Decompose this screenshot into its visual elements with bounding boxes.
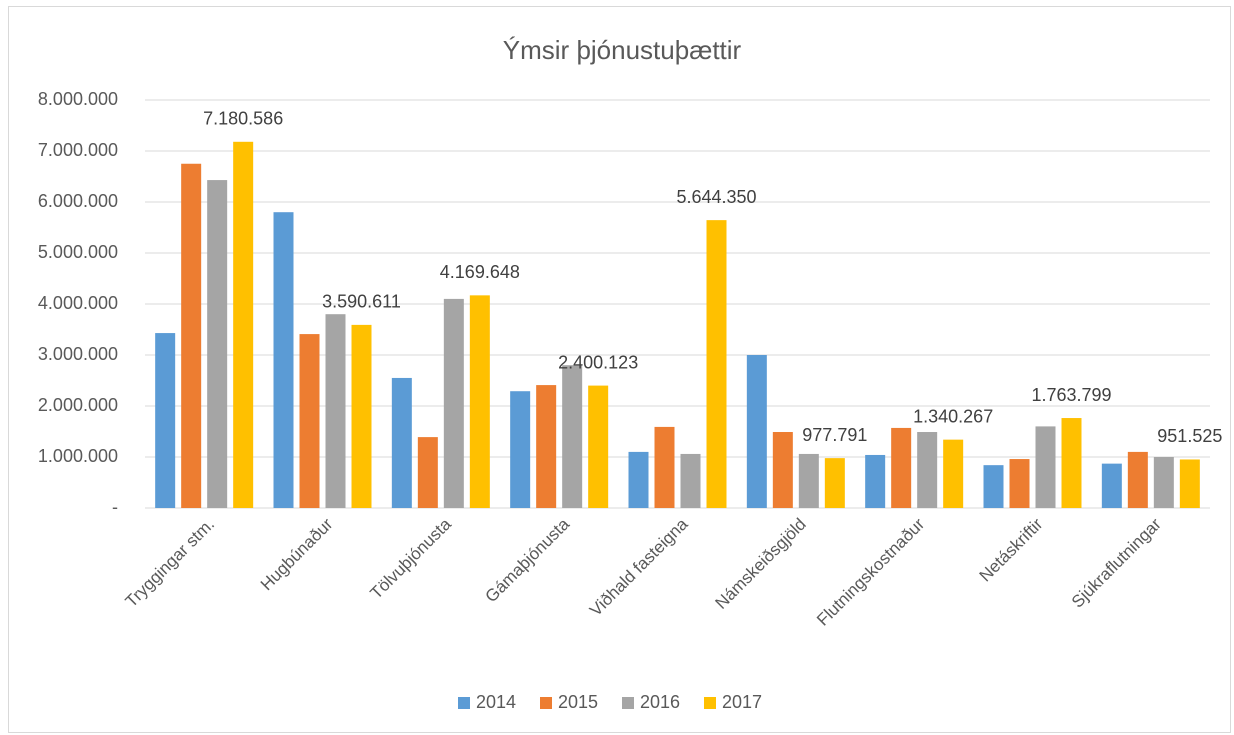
bar bbox=[325, 314, 346, 508]
bar bbox=[1061, 418, 1082, 508]
data-label: 1.763.799 bbox=[1031, 385, 1111, 405]
y-tick-label: 7.000.000 bbox=[38, 140, 118, 160]
bar bbox=[181, 163, 202, 508]
y-tick-label: 6.000.000 bbox=[38, 191, 118, 211]
bar bbox=[351, 324, 372, 508]
data-label: 5.644.350 bbox=[676, 187, 756, 207]
bar bbox=[1153, 457, 1174, 508]
y-tick-label: 4.000.000 bbox=[38, 293, 118, 313]
legend-swatch bbox=[458, 697, 470, 709]
bar bbox=[680, 453, 701, 508]
bar bbox=[207, 180, 228, 508]
y-tick-label: 5.000.000 bbox=[38, 242, 118, 262]
legend-label: 2016 bbox=[640, 692, 680, 712]
bar bbox=[233, 141, 254, 509]
bar bbox=[417, 437, 438, 508]
bar bbox=[443, 298, 464, 508]
bar bbox=[891, 427, 912, 508]
data-label: 7.180.586 bbox=[203, 109, 283, 129]
bar bbox=[536, 385, 557, 508]
y-tick-label: - bbox=[112, 497, 118, 517]
bar bbox=[706, 220, 727, 508]
bar bbox=[273, 212, 294, 508]
legend-label: 2017 bbox=[722, 692, 762, 712]
bar bbox=[917, 432, 938, 508]
bar bbox=[469, 295, 490, 508]
legend-swatch bbox=[704, 697, 716, 709]
bar bbox=[824, 458, 845, 508]
bar bbox=[628, 451, 649, 508]
bar bbox=[1179, 459, 1200, 508]
bar bbox=[983, 465, 1004, 508]
bar bbox=[155, 333, 176, 508]
y-tick-label: 8.000.000 bbox=[38, 89, 118, 109]
data-label: 3.590.611 bbox=[322, 292, 401, 312]
data-label: 977.791 bbox=[802, 425, 867, 445]
bar bbox=[772, 432, 793, 508]
y-tick-label: 1.000.000 bbox=[38, 446, 118, 466]
bar bbox=[865, 454, 886, 508]
data-label: 951.525 bbox=[1157, 426, 1222, 446]
y-tick-label: 3.000.000 bbox=[38, 344, 118, 364]
legend-swatch bbox=[622, 697, 634, 709]
bar bbox=[510, 391, 531, 508]
bar bbox=[654, 426, 675, 508]
bar bbox=[943, 439, 964, 508]
bar bbox=[1127, 451, 1148, 508]
bar bbox=[1101, 463, 1122, 508]
y-tick-label: 2.000.000 bbox=[38, 395, 118, 415]
data-label: 1.340.267 bbox=[913, 406, 993, 426]
chart-title: Ýmsir þjónustuþættir bbox=[503, 35, 742, 65]
bar bbox=[391, 377, 412, 508]
bar bbox=[299, 334, 320, 508]
bar bbox=[798, 453, 819, 508]
data-label: 2.400.123 bbox=[558, 352, 638, 372]
legend-label: 2015 bbox=[558, 692, 598, 712]
bar bbox=[588, 385, 609, 508]
bar bbox=[1035, 426, 1056, 508]
bar bbox=[562, 365, 583, 508]
bar bbox=[746, 355, 767, 508]
legend-swatch bbox=[540, 697, 552, 709]
legend-label: 2014 bbox=[476, 692, 516, 712]
data-label: 4.169.648 bbox=[440, 262, 520, 282]
bar bbox=[1009, 459, 1030, 508]
